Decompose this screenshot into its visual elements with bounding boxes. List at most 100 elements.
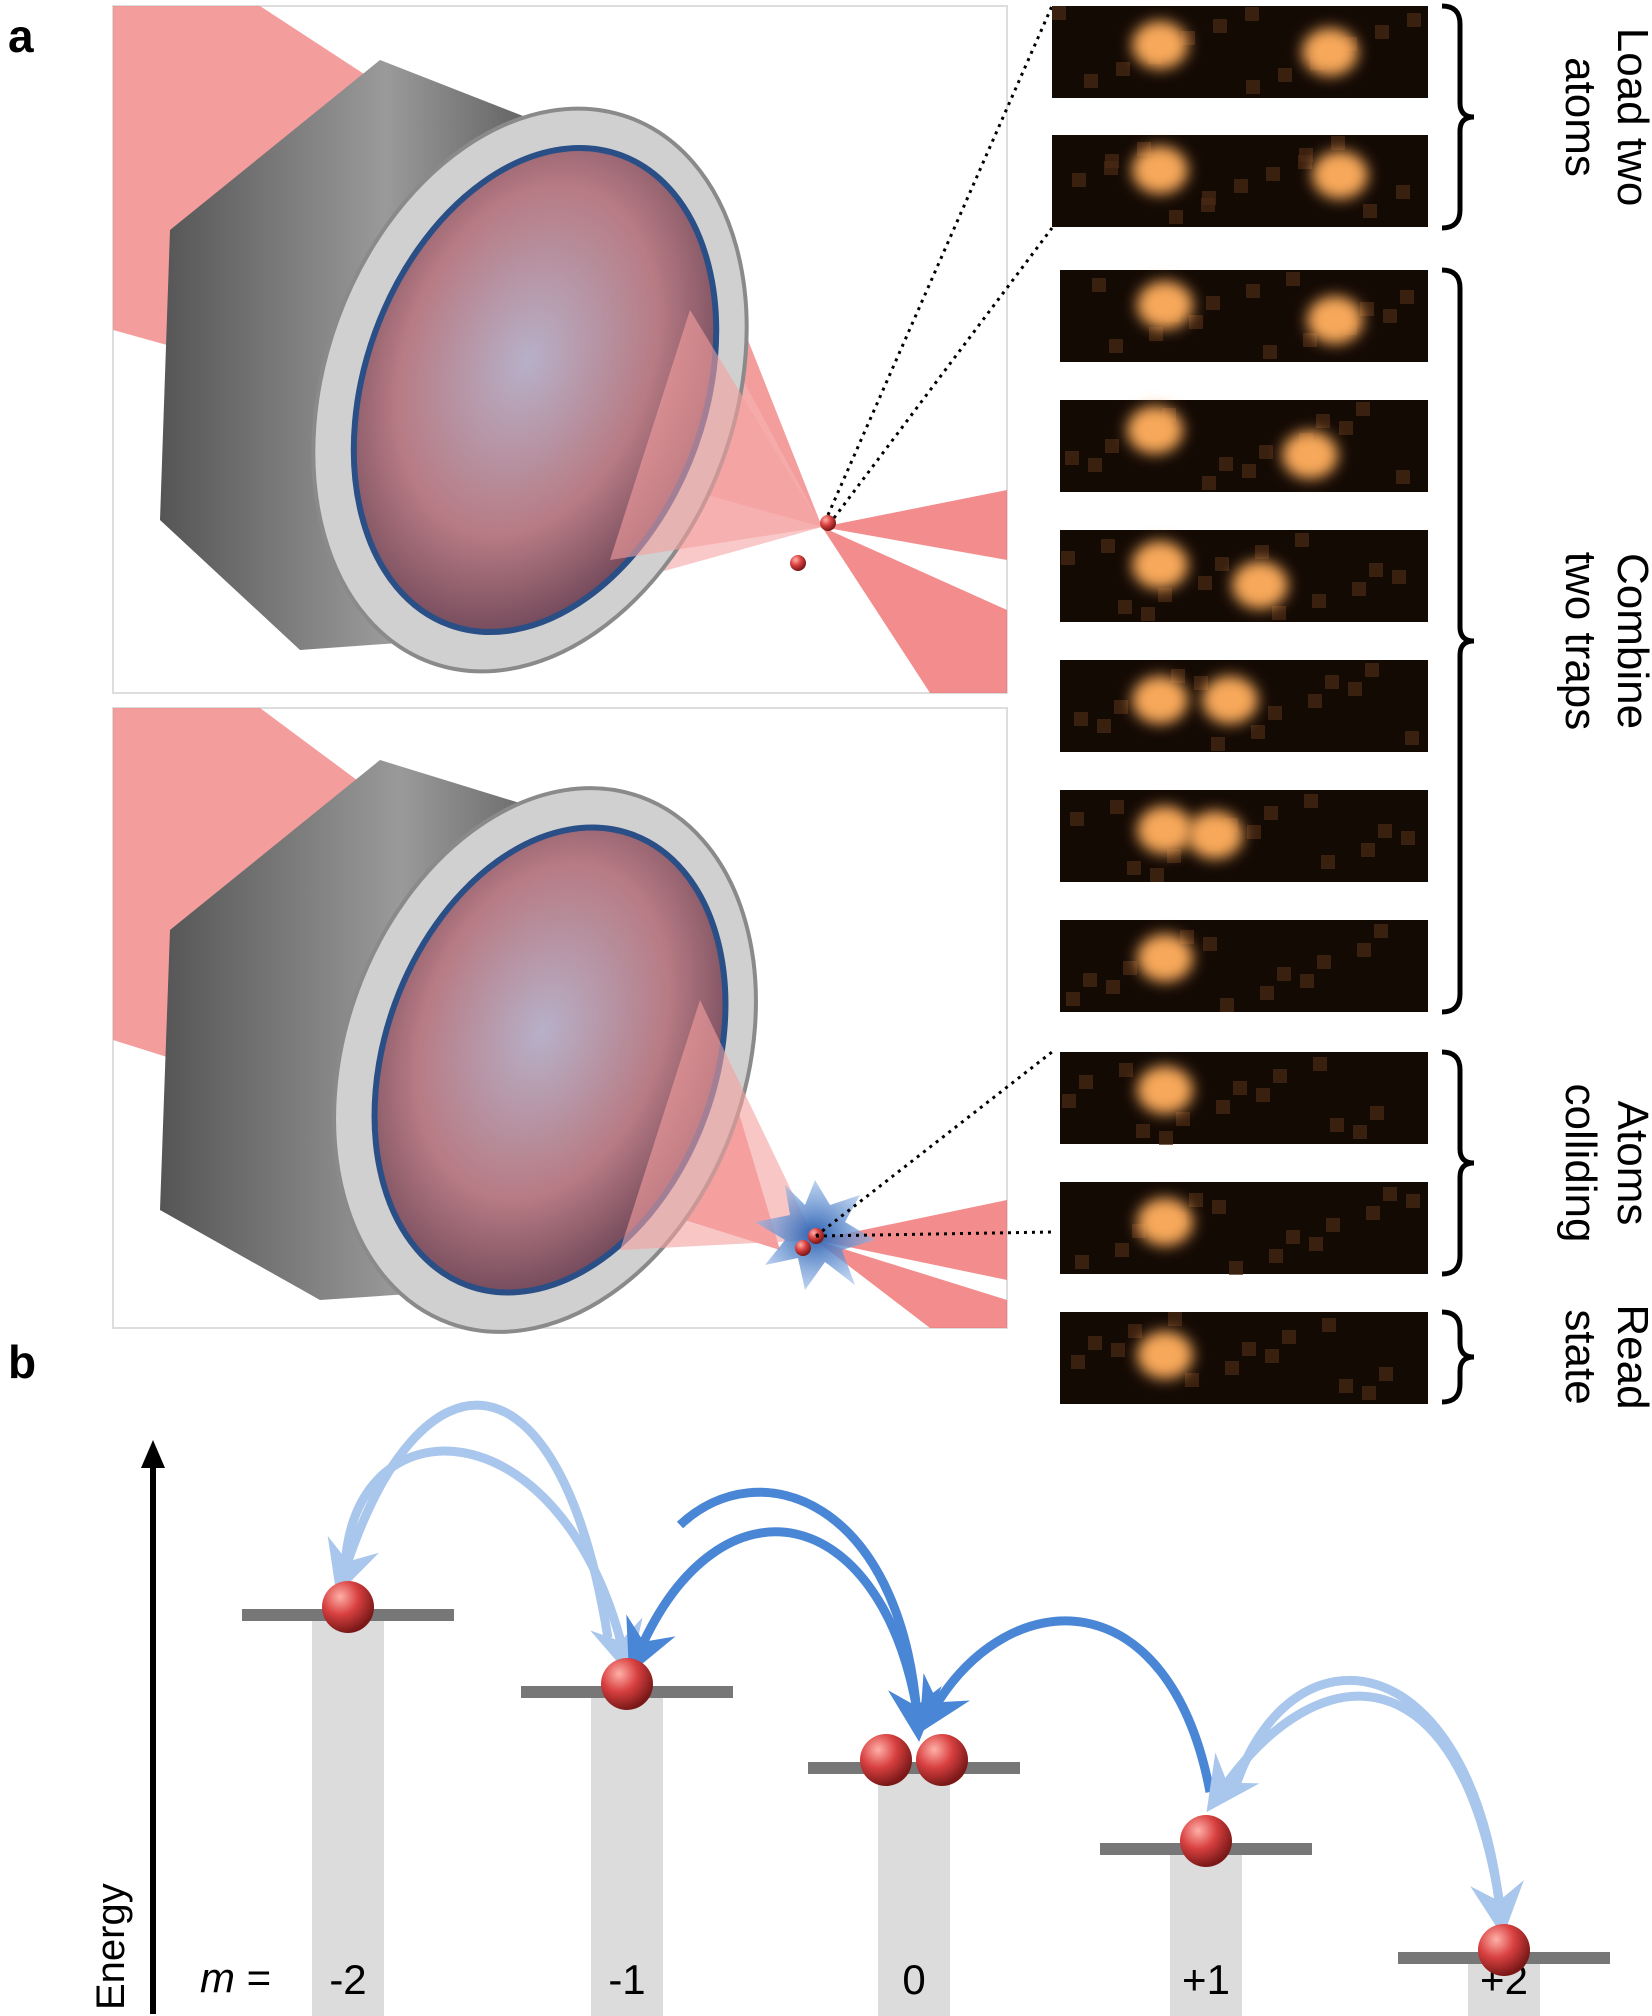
noise xyxy=(1159,1131,1173,1145)
noise xyxy=(1298,155,1312,169)
atom-fluorescence xyxy=(1132,21,1188,69)
noise xyxy=(1061,551,1075,565)
noise xyxy=(1378,824,1392,838)
atom xyxy=(916,1734,968,1786)
noise xyxy=(1317,955,1331,969)
noise xyxy=(1300,974,1314,988)
noise xyxy=(1189,315,1203,329)
noise xyxy=(1245,7,1259,21)
noise xyxy=(1374,924,1388,938)
noise xyxy=(1407,13,1421,27)
noise xyxy=(1216,1100,1230,1114)
noise xyxy=(1150,868,1164,882)
group-label: state xyxy=(1556,1309,1605,1404)
noise xyxy=(1141,607,1155,621)
panel-label: b xyxy=(8,1336,36,1388)
group-label: Combine xyxy=(1608,553,1652,729)
atom-fluorescence xyxy=(1307,296,1363,344)
noise xyxy=(1119,1063,1133,1077)
brace xyxy=(1441,1049,1475,1277)
noise xyxy=(1127,861,1141,875)
noise xyxy=(1265,1349,1279,1363)
noise xyxy=(1075,1255,1089,1269)
m-label: m = xyxy=(200,1954,271,2001)
noise xyxy=(1065,451,1079,465)
noise xyxy=(1097,719,1111,733)
noise xyxy=(1348,682,1362,696)
level-label: -1 xyxy=(608,1956,645,2003)
noise xyxy=(1211,737,1225,751)
atom-fluorescence xyxy=(1132,541,1188,589)
noise xyxy=(1273,1069,1287,1083)
noise xyxy=(1213,19,1227,33)
group-label: Load two xyxy=(1608,28,1652,207)
noise xyxy=(1092,278,1106,292)
atom-fluorescence xyxy=(1232,561,1288,609)
noise xyxy=(1312,594,1326,608)
camera-image xyxy=(1060,1182,1428,1274)
noise xyxy=(1370,1106,1384,1120)
noise xyxy=(1383,309,1397,323)
noise xyxy=(1266,167,1280,181)
noise xyxy=(1136,1124,1150,1138)
noise xyxy=(1360,302,1374,316)
energy-level xyxy=(808,1762,1020,1774)
atom-fluorescence xyxy=(1137,934,1193,982)
noise xyxy=(1242,1342,1256,1356)
noise xyxy=(1339,421,1353,435)
noise xyxy=(1392,570,1406,584)
noise xyxy=(1169,210,1183,224)
noise xyxy=(1105,439,1119,453)
noise xyxy=(1212,1200,1226,1214)
brace xyxy=(1441,267,1475,1015)
atom-fluorescence xyxy=(1202,676,1258,724)
noise xyxy=(1074,712,1088,726)
transition-arrows xyxy=(327,1400,1524,1937)
noise xyxy=(1322,1318,1336,1332)
potential-well xyxy=(591,1692,663,2016)
noise xyxy=(1101,539,1115,553)
noise xyxy=(1259,445,1273,459)
noise xyxy=(1309,1237,1323,1251)
atom-fluorescence xyxy=(1132,676,1188,724)
noise xyxy=(1369,563,1383,577)
noise xyxy=(1263,345,1277,359)
noise xyxy=(1400,290,1414,304)
potential-well xyxy=(312,1615,384,2016)
noise xyxy=(1366,1206,1380,1220)
noise xyxy=(1361,843,1375,857)
noise xyxy=(1356,402,1370,416)
potential-well xyxy=(1170,1849,1242,2016)
noise xyxy=(1282,1330,1296,1344)
noise xyxy=(1194,676,1208,690)
level-label: 0 xyxy=(902,1956,925,2003)
noise xyxy=(1325,675,1339,689)
noise xyxy=(1286,1230,1300,1244)
noise xyxy=(1401,831,1415,845)
group-label: atoms xyxy=(1556,57,1605,177)
noise xyxy=(1168,1312,1182,1326)
noise xyxy=(1123,961,1137,975)
lens-illustration xyxy=(113,708,1007,1334)
noise xyxy=(1256,1088,1270,1102)
noise xyxy=(1365,663,1379,677)
noise xyxy=(1149,327,1163,341)
energy-axis-arrow xyxy=(141,1440,165,1468)
noise xyxy=(1071,1355,1085,1369)
noise xyxy=(1202,476,1216,490)
axis-label: Energy xyxy=(89,1883,133,2010)
noise xyxy=(1277,967,1291,981)
atom-fluorescence xyxy=(1137,806,1193,854)
atom-fluorescence xyxy=(1132,146,1188,194)
noise xyxy=(1118,600,1132,614)
noise xyxy=(1316,414,1330,428)
leader-lines xyxy=(815,5,1054,1238)
noise xyxy=(1176,1112,1190,1126)
noise xyxy=(1405,731,1419,745)
noise xyxy=(1264,806,1278,820)
atom-fluorescence xyxy=(1137,1331,1193,1379)
lens-illustration xyxy=(113,6,1007,693)
